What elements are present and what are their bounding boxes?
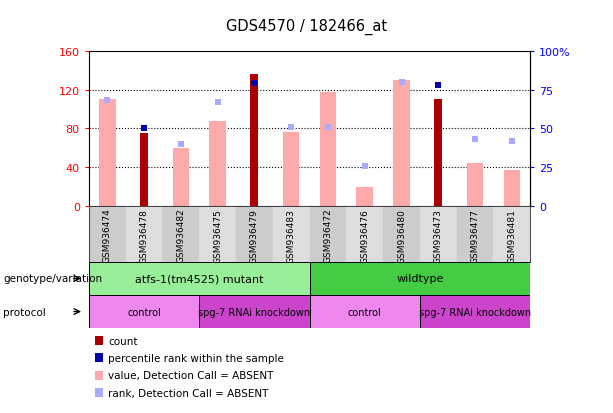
Bar — [250, 75, 259, 206]
Bar — [320, 92, 337, 206]
Bar — [210, 121, 226, 206]
Text: GSM936479: GSM936479 — [250, 208, 259, 263]
Bar — [310, 295, 420, 328]
Text: count: count — [108, 336, 137, 346]
Text: GSM936481: GSM936481 — [508, 208, 516, 263]
Bar — [99, 100, 115, 206]
Bar — [493, 52, 530, 206]
Bar — [394, 81, 410, 206]
Text: genotype/variation: genotype/variation — [3, 274, 102, 284]
Bar — [383, 52, 420, 206]
Text: atfs-1(tm4525) mutant: atfs-1(tm4525) mutant — [135, 274, 264, 284]
Text: GSM936478: GSM936478 — [140, 208, 148, 263]
Text: GSM936480: GSM936480 — [397, 208, 406, 263]
Text: GDS4570 / 182466_at: GDS4570 / 182466_at — [226, 19, 387, 35]
Bar — [273, 52, 310, 206]
Bar — [346, 206, 383, 262]
Bar — [140, 134, 148, 206]
Bar — [283, 133, 300, 206]
Bar — [162, 52, 199, 206]
Bar — [457, 52, 493, 206]
Bar — [310, 206, 346, 262]
Bar — [126, 206, 162, 262]
Text: percentile rank within the sample: percentile rank within the sample — [108, 353, 284, 363]
Text: control: control — [127, 307, 161, 317]
Bar — [126, 52, 162, 206]
Text: GSM936474: GSM936474 — [103, 208, 112, 263]
Text: GSM936477: GSM936477 — [471, 208, 479, 263]
Bar — [89, 295, 199, 328]
Bar — [420, 52, 457, 206]
Bar — [383, 206, 420, 262]
Bar — [199, 295, 310, 328]
Bar — [199, 206, 236, 262]
Bar — [236, 206, 273, 262]
Text: GSM936482: GSM936482 — [177, 208, 185, 263]
Bar — [89, 52, 126, 206]
Text: GSM936475: GSM936475 — [213, 208, 222, 263]
Bar — [236, 52, 273, 206]
Text: wildtype: wildtype — [396, 274, 444, 284]
Text: spg-7 RNAi knockdown: spg-7 RNAi knockdown — [199, 307, 310, 317]
Bar — [357, 187, 373, 206]
Text: protocol: protocol — [3, 307, 46, 317]
Bar — [273, 206, 310, 262]
Bar — [493, 206, 530, 262]
Bar — [420, 295, 530, 328]
Bar — [310, 52, 346, 206]
Bar — [310, 262, 530, 295]
Bar — [199, 52, 236, 206]
Bar — [346, 52, 383, 206]
Bar — [434, 100, 443, 206]
Bar — [457, 206, 493, 262]
Bar — [420, 206, 457, 262]
Text: spg-7 RNAi knockdown: spg-7 RNAi knockdown — [419, 307, 531, 317]
Bar — [89, 206, 126, 262]
Text: GSM936472: GSM936472 — [324, 208, 332, 263]
Bar — [467, 164, 484, 206]
Text: rank, Detection Call = ABSENT: rank, Detection Call = ABSENT — [108, 388, 268, 398]
Text: control: control — [348, 307, 382, 317]
Text: GSM936483: GSM936483 — [287, 208, 295, 263]
Bar — [162, 206, 199, 262]
Text: value, Detection Call = ABSENT: value, Detection Call = ABSENT — [108, 370, 273, 380]
Bar — [89, 262, 310, 295]
Bar — [173, 148, 189, 206]
Bar — [504, 171, 520, 206]
Text: GSM936473: GSM936473 — [434, 208, 443, 263]
Text: GSM936476: GSM936476 — [360, 208, 369, 263]
